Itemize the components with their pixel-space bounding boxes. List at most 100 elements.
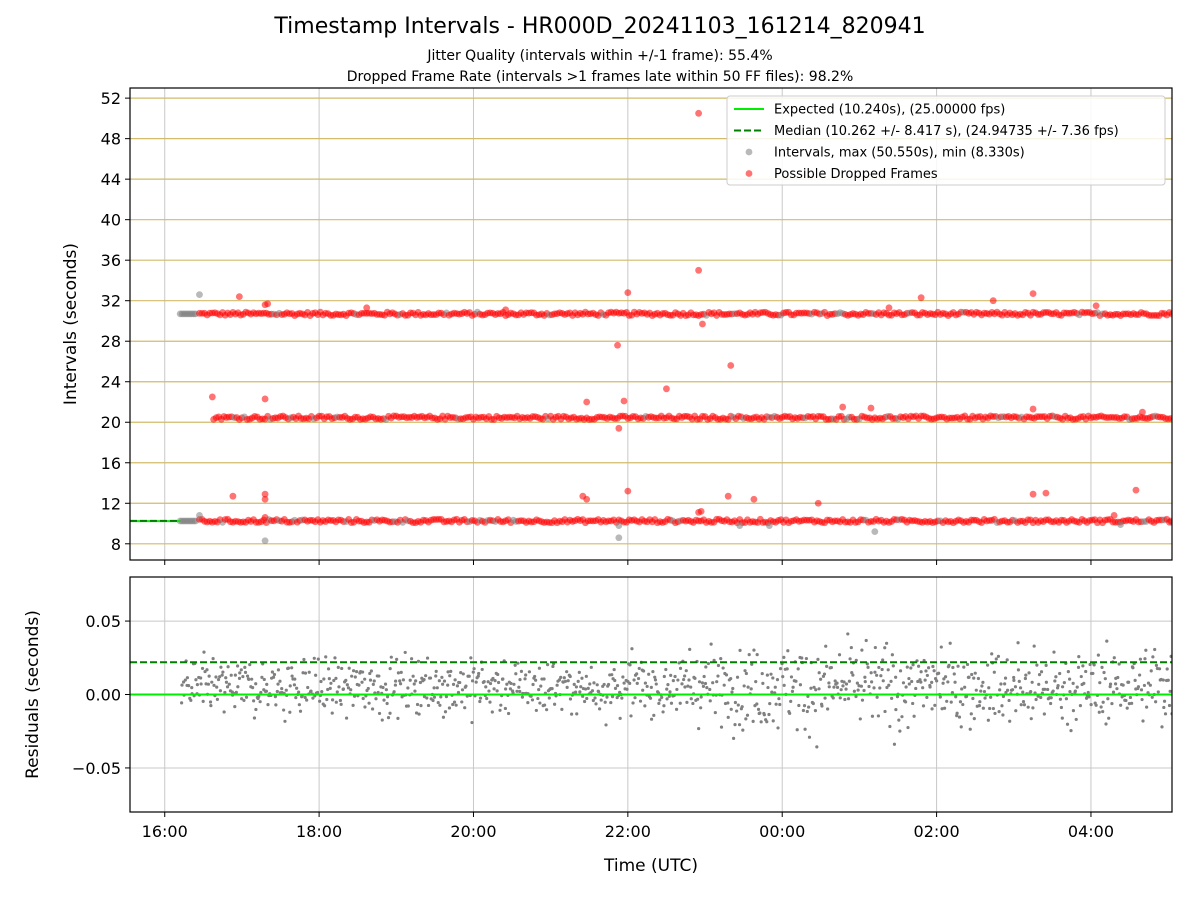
residual-point [1008,719,1012,723]
residual-point [363,677,367,681]
residual-point [1021,699,1026,704]
dropped-frame-point [885,304,893,312]
residual-point [259,690,263,695]
residual-point [712,658,716,662]
residual-point [869,671,873,675]
residual-point [366,686,370,691]
residual-point [870,714,875,718]
residual-point [396,671,401,675]
residual-point [576,679,580,684]
residual-point [797,703,801,708]
y-tick-label: −0.05 [72,759,121,778]
residual-point [716,663,721,668]
residual-point [329,681,333,685]
residual-point [380,718,384,722]
residual-point [338,698,342,703]
residual-point [1066,670,1070,674]
residual-point [406,686,410,690]
residual-point [907,682,911,686]
residual-point [456,690,461,695]
residual-point [1029,690,1033,694]
residual-point [344,678,348,682]
residual-point [368,671,372,676]
interval-point [765,522,773,529]
residual-point [428,676,433,680]
residual-point [860,698,865,702]
residual-point [674,707,679,711]
residual-point [1023,676,1027,681]
residual-point [339,702,343,706]
residual-point [680,682,684,686]
residual-point [888,724,892,729]
residual-point [1037,682,1041,686]
residual-point [719,725,724,729]
residual-point [1141,719,1145,723]
residual-point [563,679,568,683]
residual-point [534,678,538,682]
residual-point [641,688,645,692]
residual-point [851,673,855,677]
residual-point [455,684,460,688]
residual-point [959,725,963,729]
residual-point [776,726,780,730]
residual-point [917,664,921,668]
residual-point [353,675,357,679]
residual-point [579,685,583,689]
residual-point [807,735,812,739]
residual-point [996,654,1001,658]
residual-point [580,676,584,680]
residual-point [1163,712,1168,716]
residual-point [632,678,636,682]
residual-point [754,679,758,684]
residual-point [314,673,318,677]
residual-point [1105,639,1109,643]
residual-point [873,670,877,674]
residual-point [1138,673,1142,677]
residual-point [280,687,284,691]
residual-point [542,677,546,681]
residual-point [207,674,211,678]
residual-point [262,677,266,682]
residual-point [325,697,329,702]
residual-point [574,685,578,689]
residual-point [406,704,410,708]
intervals-frame [129,87,1173,561]
residual-point [703,681,708,686]
residual-point [979,689,983,693]
residual-point [334,700,338,704]
residual-point [898,669,903,673]
residual-point [388,711,392,715]
residual-point [933,703,937,707]
residual-point [573,690,578,694]
residual-point [988,706,992,711]
residual-point [822,672,827,676]
residual-point [258,700,262,704]
residual-point [209,704,213,708]
dropped-frame-point [1132,486,1140,494]
dropped-frame-point [261,514,269,521]
residual-point [208,700,213,704]
residual-point [306,685,310,690]
residual-point [744,717,748,721]
residual-point [322,677,326,681]
y-tick-label: 16 [101,454,121,473]
residual-point [516,661,520,665]
legend-entry: Median (10.262 +/- 8.417 s), (24.94735 +… [774,124,1119,139]
residual-point [1024,673,1028,677]
residual-point [1044,680,1048,684]
residual-point [305,698,309,702]
dropped-frame-point [989,297,997,305]
residual-point [355,670,359,674]
residual-point [733,700,738,705]
residual-point [765,720,769,724]
residual-point [800,656,804,660]
residual-point [409,657,414,661]
residual-point [237,676,242,680]
residual-point [218,689,223,693]
residual-point [1056,684,1060,688]
residual-point [662,704,666,708]
y-tick-label: 8 [111,535,121,554]
residual-point [629,714,633,718]
residual-point [961,702,965,707]
residual-point [762,713,766,717]
